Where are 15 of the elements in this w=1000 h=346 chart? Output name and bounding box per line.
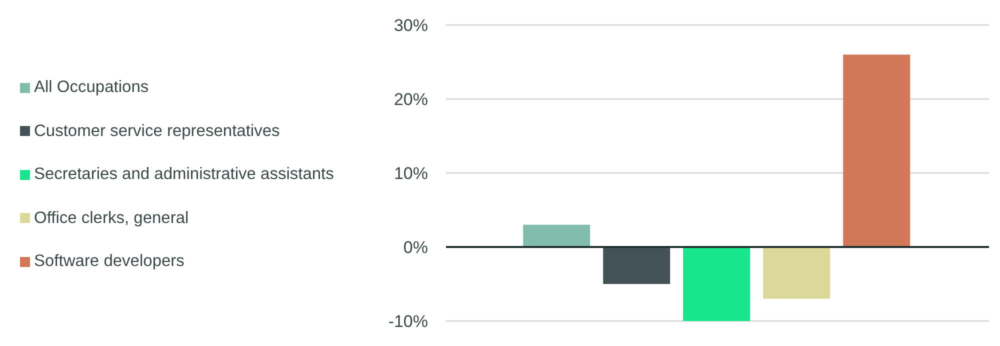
- legend-label: Software developers: [34, 252, 184, 272]
- y-tick-label: -10%: [388, 312, 428, 332]
- y-tick-label: 20%: [394, 90, 428, 110]
- bar: [843, 54, 910, 247]
- bar: [603, 247, 670, 284]
- y-tick-label: 30%: [394, 16, 428, 36]
- y-tick-label: 10%: [394, 164, 428, 184]
- bar: [683, 247, 750, 321]
- bar: [763, 247, 830, 299]
- y-tick-label: 0%: [403, 238, 428, 258]
- legend-label: All Occupations: [34, 78, 149, 98]
- legend-label: Secretaries and administrative assistants: [34, 165, 334, 184]
- bar: [523, 224, 590, 247]
- legend-label: Office clerks, general: [34, 208, 189, 228]
- legend-label: Customer service representatives: [34, 122, 280, 141]
